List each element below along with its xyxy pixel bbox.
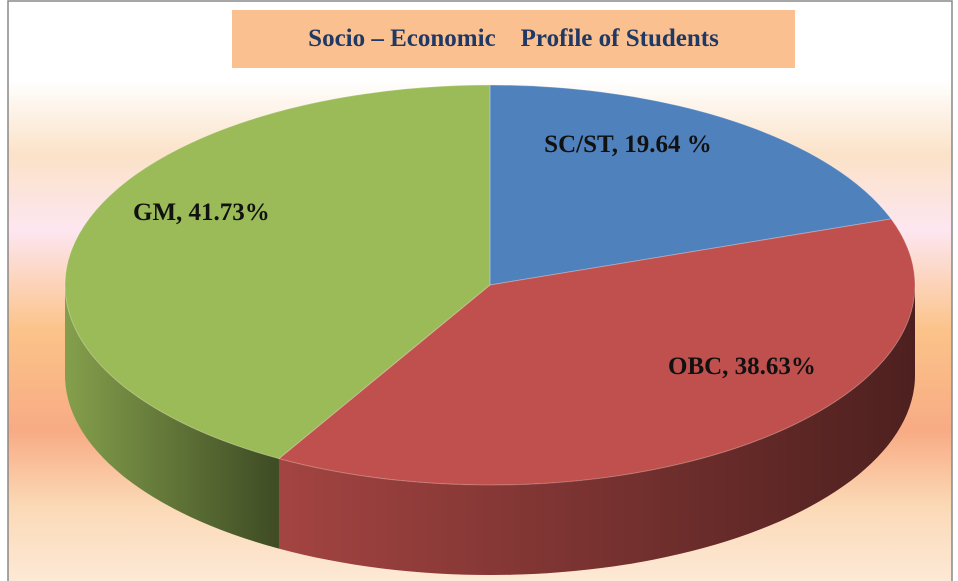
chart-title: Socio – Economic Profile of Students [232, 10, 795, 68]
pie-slice-side-shade [278, 285, 915, 575]
pie-slice [277, 218, 916, 486]
data-label: GM, 41.73% [133, 199, 270, 226]
pie-slice-side-shade [65, 285, 279, 549]
chart-border [7, 0, 953, 581]
pie-slice [489, 84, 893, 286]
data-label: SC/ST, 19.64 % [544, 131, 712, 158]
pie-slice [64, 84, 491, 460]
data-label: OBC, 38.63% [668, 353, 816, 380]
